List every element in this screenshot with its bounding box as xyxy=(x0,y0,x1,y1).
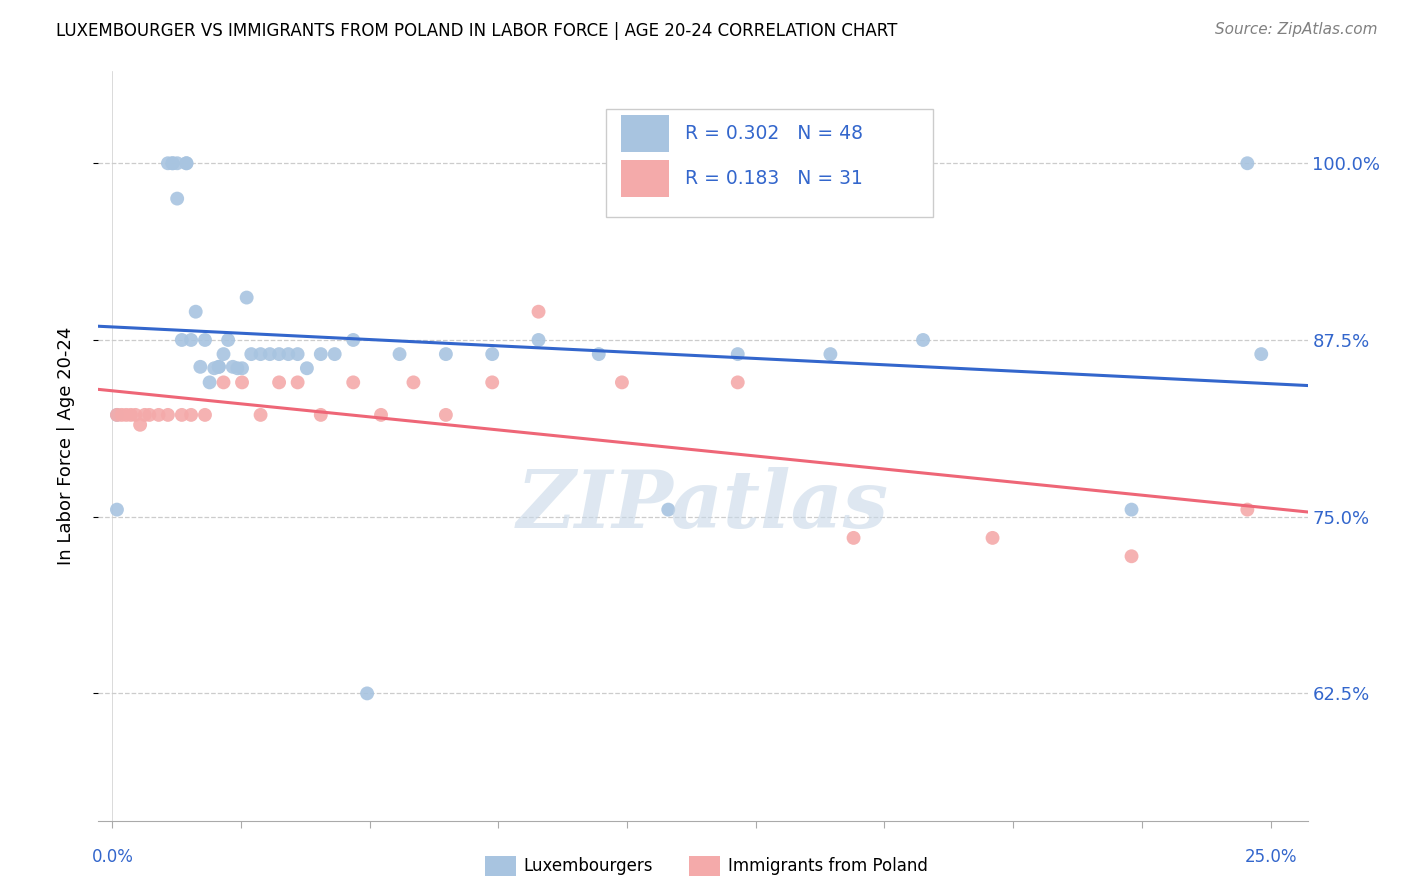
Point xyxy=(323,347,346,361)
Point xyxy=(176,156,198,170)
Point xyxy=(115,408,138,422)
Point xyxy=(259,347,281,361)
Point xyxy=(912,333,935,347)
Point xyxy=(342,376,364,390)
Text: ZIPatlas: ZIPatlas xyxy=(517,467,889,545)
Point xyxy=(527,304,550,318)
Point xyxy=(269,347,291,361)
Point xyxy=(138,408,160,422)
Text: Source: ZipAtlas.com: Source: ZipAtlas.com xyxy=(1215,22,1378,37)
Text: 0.0%: 0.0% xyxy=(91,848,134,866)
Point xyxy=(194,408,217,422)
Point xyxy=(166,156,188,170)
Point xyxy=(1236,156,1258,170)
Point xyxy=(231,361,253,376)
Point xyxy=(356,686,378,700)
Text: Immigrants from Poland: Immigrants from Poland xyxy=(728,857,928,875)
Point xyxy=(727,347,749,361)
Point xyxy=(235,291,257,305)
Point xyxy=(231,376,253,390)
FancyBboxPatch shape xyxy=(606,109,932,218)
Point xyxy=(249,408,271,422)
Point xyxy=(657,502,679,516)
Text: LUXEMBOURGER VS IMMIGRANTS FROM POLAND IN LABOR FORCE | AGE 20-24 CORRELATION CH: LUXEMBOURGER VS IMMIGRANTS FROM POLAND I… xyxy=(56,22,897,40)
Point xyxy=(208,359,231,374)
Point xyxy=(842,531,865,545)
Text: 25.0%: 25.0% xyxy=(1244,848,1296,866)
Point xyxy=(287,347,309,361)
Point xyxy=(105,408,128,422)
Point xyxy=(180,408,202,422)
Point xyxy=(309,347,332,361)
Point xyxy=(388,347,411,361)
Point xyxy=(1236,502,1258,516)
Point xyxy=(402,376,425,390)
Point xyxy=(110,408,132,422)
Point xyxy=(170,333,193,347)
Point xyxy=(156,156,179,170)
Point xyxy=(188,359,211,374)
Point xyxy=(981,531,1004,545)
Point xyxy=(527,333,550,347)
FancyBboxPatch shape xyxy=(621,160,669,197)
Point xyxy=(610,376,633,390)
Point xyxy=(277,347,299,361)
Point xyxy=(287,376,309,390)
Point xyxy=(202,361,225,376)
Point xyxy=(434,408,457,422)
Point xyxy=(134,408,156,422)
Point xyxy=(129,417,152,432)
Point xyxy=(212,376,235,390)
Point xyxy=(820,347,842,361)
Point xyxy=(212,347,235,361)
Point xyxy=(208,359,231,374)
Point xyxy=(194,333,217,347)
Point xyxy=(105,502,128,516)
Point xyxy=(226,361,249,376)
Point xyxy=(198,376,221,390)
Point xyxy=(1121,549,1143,564)
Text: R = 0.302   N = 48: R = 0.302 N = 48 xyxy=(685,124,863,143)
Point xyxy=(176,156,198,170)
Text: Luxembourgers: Luxembourgers xyxy=(523,857,652,875)
Point xyxy=(148,408,170,422)
Point xyxy=(166,192,188,206)
Point xyxy=(217,333,239,347)
Point xyxy=(162,156,184,170)
Point xyxy=(434,347,457,361)
Point xyxy=(124,408,146,422)
Point xyxy=(309,408,332,422)
Point xyxy=(481,347,503,361)
Point xyxy=(295,361,318,376)
Point xyxy=(269,376,291,390)
Point xyxy=(370,408,392,422)
Point xyxy=(184,304,207,318)
Point xyxy=(156,408,179,422)
Point xyxy=(120,408,142,422)
Point xyxy=(162,156,184,170)
Point xyxy=(481,376,503,390)
Point xyxy=(727,376,749,390)
Point xyxy=(1121,502,1143,516)
Point xyxy=(105,408,128,422)
Text: R = 0.183   N = 31: R = 0.183 N = 31 xyxy=(685,169,863,188)
Point xyxy=(180,333,202,347)
Point xyxy=(222,359,245,374)
Point xyxy=(342,333,364,347)
Point xyxy=(249,347,271,361)
FancyBboxPatch shape xyxy=(621,115,669,153)
Point xyxy=(588,347,610,361)
Y-axis label: In Labor Force | Age 20-24: In Labor Force | Age 20-24 xyxy=(56,326,75,566)
Point xyxy=(240,347,263,361)
Point xyxy=(1250,347,1272,361)
Point xyxy=(170,408,193,422)
